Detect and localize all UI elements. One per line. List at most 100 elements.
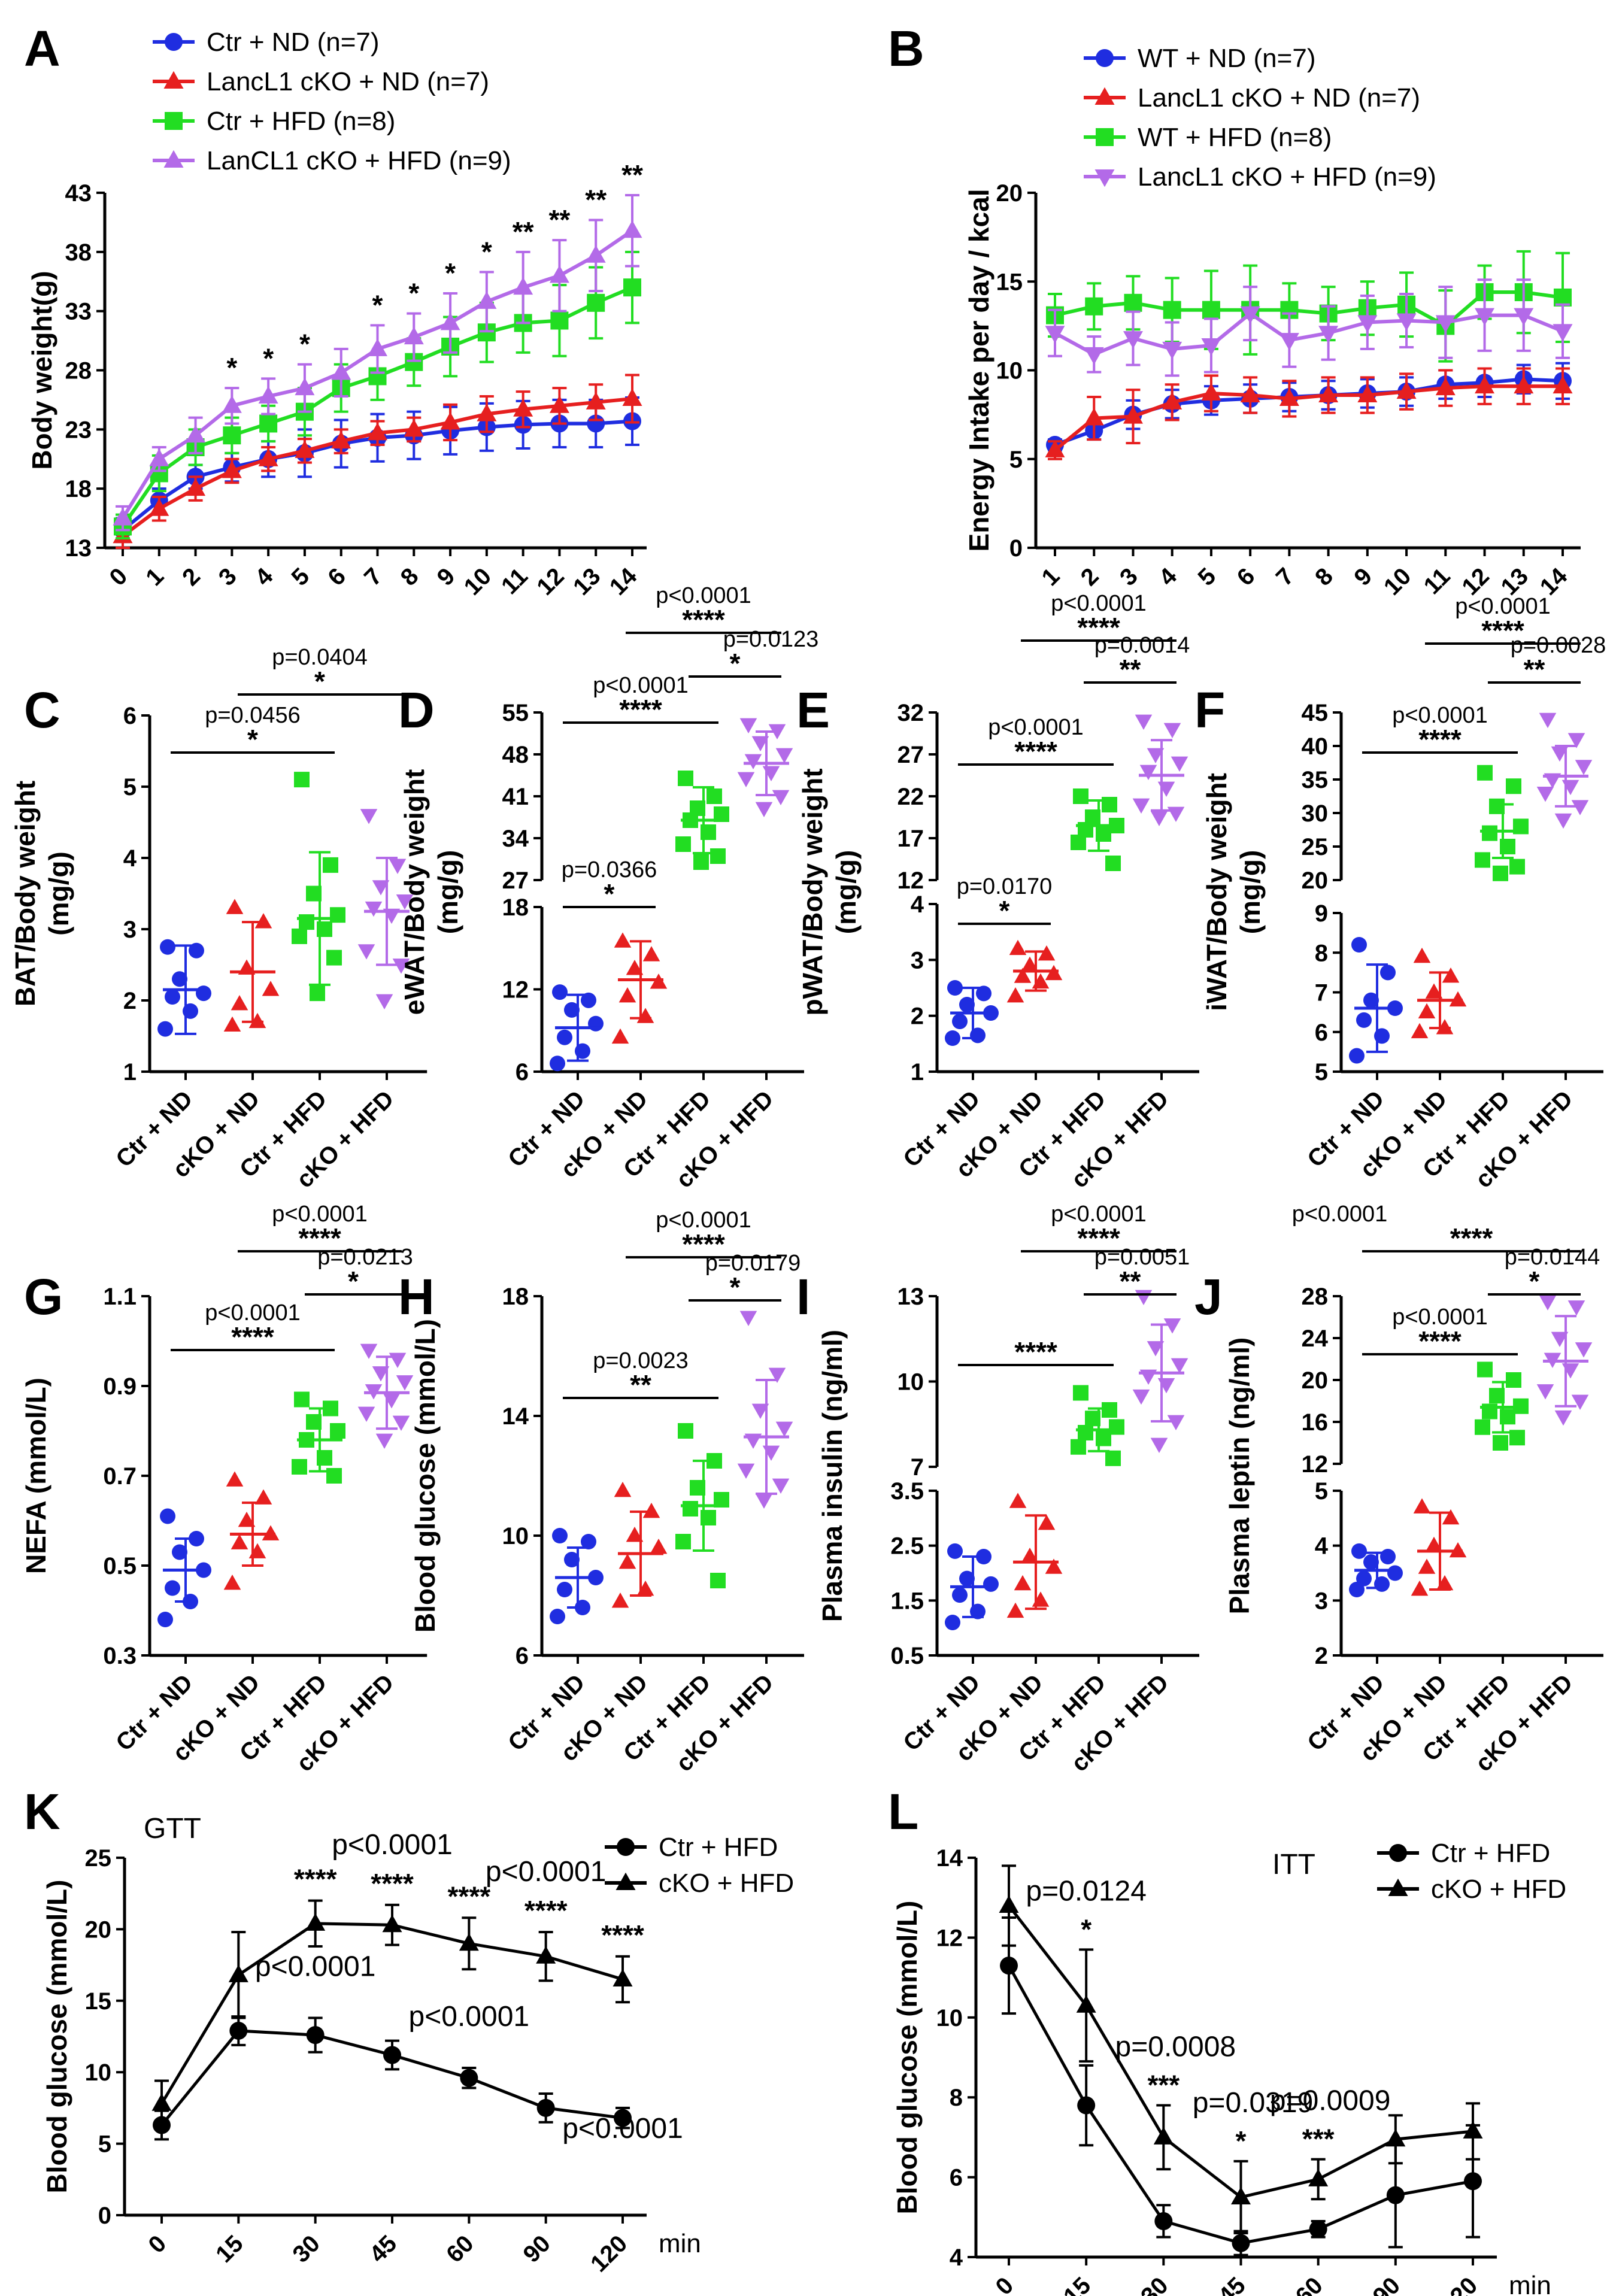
data-point — [1357, 315, 1378, 333]
data-point — [1157, 781, 1175, 797]
x-tick-label: 10 — [459, 563, 497, 600]
data-point — [1085, 297, 1103, 316]
data-point — [1493, 1435, 1508, 1451]
data-point — [1442, 1509, 1460, 1525]
data-point — [1071, 1439, 1086, 1455]
y-axis-label: NEFA (mmol/L) — [20, 1378, 51, 1574]
data-point — [683, 1501, 698, 1516]
data-point — [513, 399, 533, 417]
data-point — [254, 913, 272, 929]
significance-star: **** — [1481, 615, 1524, 646]
data-point — [1124, 293, 1142, 312]
data-point — [751, 736, 769, 751]
y-axis-label-line: Blood glucose (mmol/L) — [892, 1901, 923, 2215]
significance-star: * — [247, 724, 258, 755]
y-tick-label: 1.5 — [890, 1588, 924, 1614]
y-axis-label-line: pWAT/Body weight — [797, 768, 828, 1015]
y-tick-label: 4 — [950, 2245, 963, 2271]
x-unit-label: min — [1509, 2271, 1551, 2296]
data-point — [477, 291, 497, 309]
data-point — [1482, 825, 1497, 841]
data-point — [149, 448, 169, 466]
data-point — [151, 2093, 172, 2111]
data-point — [552, 1528, 568, 1543]
y-tick-label: 10 — [996, 358, 1023, 384]
legend-marker — [1096, 128, 1114, 146]
data-point — [259, 414, 278, 433]
x-tick-label: 6 — [1232, 563, 1260, 591]
p-value-label: p<0.0001 — [205, 1300, 301, 1326]
significance-star: * — [1529, 1266, 1540, 1297]
data-point — [1425, 1536, 1443, 1552]
y-tick-label: 32 — [898, 700, 924, 726]
data-point — [1201, 383, 1221, 401]
data-point — [675, 836, 691, 852]
y-axis-label-line: Plasma insulin (ng/ml) — [817, 1330, 848, 1622]
data-point — [294, 772, 310, 788]
data-point — [1477, 765, 1493, 781]
y-axis-label-line: (mg/g) — [1235, 850, 1266, 935]
group-3 — [1536, 712, 1593, 829]
data-point — [1038, 1515, 1056, 1530]
group-3 — [357, 809, 414, 1009]
y-tick-label: 0 — [1009, 535, 1023, 562]
x-tick-label: 0 — [991, 2272, 1019, 2296]
data-point — [1232, 2234, 1250, 2252]
panel-label-L: L — [888, 1784, 918, 1840]
data-point — [550, 1056, 565, 1072]
y-axis-label-line: (mg/g) — [43, 851, 74, 936]
legend-marker — [1094, 87, 1115, 105]
y-axis-label: pWAT/Body weight (mg/g) — [797, 768, 862, 1015]
data-point — [375, 1433, 393, 1449]
significance-star: ** — [1120, 1266, 1141, 1297]
p-value-label: p=0.0456 — [205, 703, 301, 728]
significance-star: * — [226, 352, 237, 383]
data-point — [460, 2068, 478, 2087]
data-point — [693, 854, 709, 870]
significance-star: * — [445, 257, 456, 289]
data-point — [618, 987, 636, 1003]
data-point — [1102, 797, 1117, 812]
y-tick-label: 5 — [1315, 1059, 1328, 1085]
y-axis-label: Body weight(g) — [26, 271, 57, 469]
data-point — [1363, 992, 1379, 1008]
y-tick-label: 2.5 — [890, 1533, 924, 1560]
p-value-label: p=0.0028 — [1511, 633, 1606, 658]
data-point — [1045, 1558, 1063, 1574]
data-point — [383, 2046, 401, 2064]
p-value-label: p=0.0014 — [1094, 633, 1190, 658]
data-point — [330, 907, 345, 923]
y-tick-label: 14 — [936, 1845, 963, 1872]
y-tick-label: 10 — [502, 1523, 529, 1549]
y-tick-label: 1 — [911, 1059, 924, 1085]
significance-star: **** — [298, 1223, 341, 1254]
data-point — [196, 985, 211, 1002]
y-tick-label: 13 — [65, 535, 92, 562]
significance-star: * — [314, 666, 325, 697]
data-point — [1380, 964, 1396, 981]
data-point — [1514, 308, 1534, 326]
data-point — [1123, 406, 1143, 424]
data-point — [1162, 341, 1182, 360]
y-tick-label: 6 — [1315, 1020, 1328, 1046]
y-tick-label: 15 — [996, 269, 1023, 295]
significance-star: *** — [1302, 2124, 1335, 2155]
x-tick-label: 90 — [1368, 2272, 1406, 2296]
x-tick-label: 8 — [1310, 563, 1338, 591]
data-point — [675, 1534, 691, 1549]
legend-entry: Ctr + ND (n=7) — [207, 28, 380, 57]
data-point — [292, 1459, 307, 1475]
y-axis-label-line: Body weight(g) — [26, 271, 57, 469]
data-point — [947, 1543, 963, 1559]
y-tick-label: 0.5 — [103, 1553, 137, 1579]
legend-entry: cKO + HFD — [1431, 1875, 1566, 1904]
p-value-label: p<0.0001 — [1392, 1305, 1488, 1330]
data-point — [254, 1489, 272, 1505]
significance-star: **** — [1077, 612, 1120, 643]
legend-marker — [165, 112, 183, 130]
data-point — [1240, 384, 1260, 403]
p-value-label: p<0.0001 — [1051, 1202, 1147, 1227]
legend-entry: cKO + HFD — [659, 1869, 794, 1898]
data-point — [375, 994, 393, 1009]
